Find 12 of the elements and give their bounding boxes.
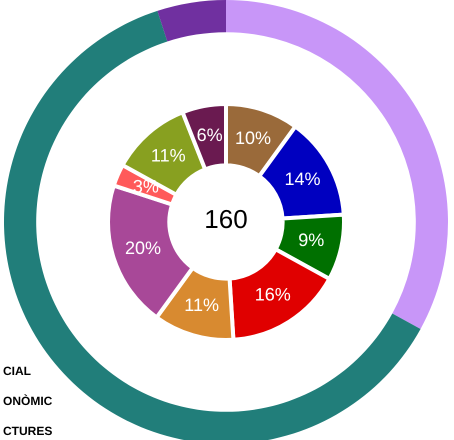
text: CTURES [3, 423, 52, 440]
data-label: 14% [284, 168, 321, 189]
data-label: 6% [196, 125, 223, 146]
data-label: 10% [234, 128, 271, 148]
text: ONÒMIC [3, 393, 52, 410]
data-label: 16% [254, 284, 291, 305]
data-label: 11% [150, 145, 186, 166]
data-label: 20% [124, 238, 161, 258]
data-label: 9% [298, 230, 324, 250]
text: CIAL [3, 363, 32, 380]
text: 160 [203, 204, 249, 235]
data-label: 11% [184, 294, 219, 315]
